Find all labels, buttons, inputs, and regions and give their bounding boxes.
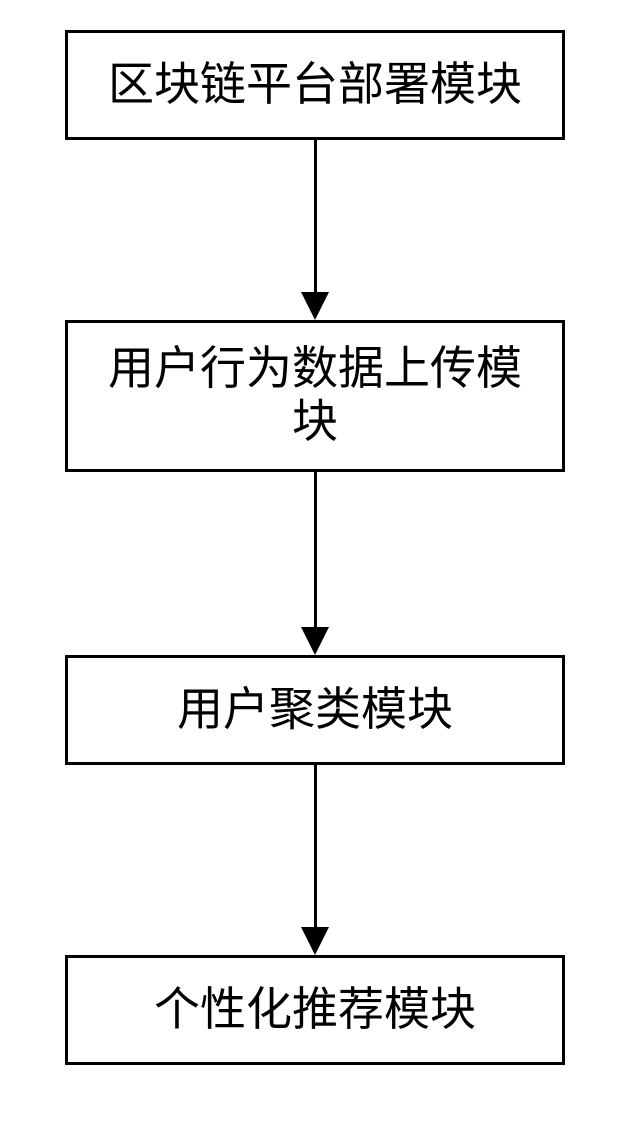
flow-node-personalized-recommend: 个性化推荐模块 — [65, 955, 565, 1065]
edge-3-arrowhead — [301, 927, 329, 955]
edge-2-arrowhead — [301, 627, 329, 655]
edge-1-line — [314, 140, 317, 296]
flow-node-blockchain-deploy: 区块链平台部署模块 — [65, 30, 565, 140]
node-label: 用户聚类模块 — [177, 684, 453, 737]
edge-2-line — [314, 472, 317, 631]
flow-node-user-behavior-upload: 用户行为数据上传模块 — [65, 320, 565, 472]
edge-3-line — [314, 765, 317, 931]
node-label: 区块链平台部署模块 — [108, 59, 522, 112]
flow-node-user-clustering: 用户聚类模块 — [65, 655, 565, 765]
edge-1-arrowhead — [301, 292, 329, 320]
node-label: 个性化推荐模块 — [154, 984, 476, 1037]
node-label: 用户行为数据上传模块 — [68, 343, 562, 449]
